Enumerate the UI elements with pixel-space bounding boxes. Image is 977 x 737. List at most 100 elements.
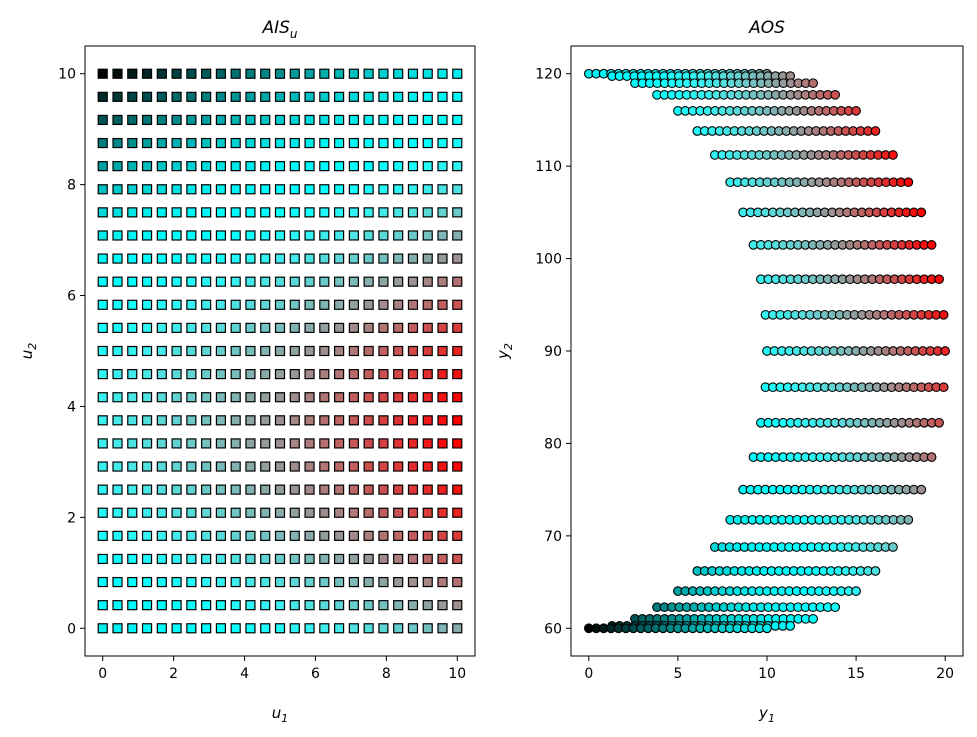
ais-point	[452, 600, 463, 611]
ais-point	[215, 345, 227, 357]
ais-point	[230, 345, 241, 357]
ais-point	[348, 161, 359, 172]
ais-point	[437, 415, 448, 426]
ais-point	[245, 530, 256, 541]
ais-point	[274, 484, 286, 495]
ais-point	[304, 553, 315, 565]
ais-point	[363, 392, 374, 403]
aos-title: AOS	[748, 18, 785, 38]
ais-point	[304, 600, 315, 611]
ais-point	[393, 207, 404, 218]
ais-point	[393, 576, 404, 588]
ais-point	[215, 230, 227, 241]
ais-point	[201, 322, 212, 333]
ais-point	[437, 68, 448, 79]
ais-point	[363, 623, 374, 634]
ais-point	[393, 91, 404, 102]
ais-point	[112, 484, 123, 495]
ais-point	[319, 137, 330, 149]
ais-point	[407, 299, 419, 310]
ais-point	[186, 230, 197, 241]
aos-point	[808, 613, 818, 624]
ais-point	[452, 68, 463, 79]
ais-point	[348, 299, 359, 310]
ais-point	[289, 91, 300, 102]
ais-point	[333, 438, 345, 449]
aos-panel: 0 5 10 15 20 60 70 80 90 100 110 120 AOS y1 y2	[494, 18, 964, 725]
ais-point	[186, 299, 197, 310]
ais-point	[437, 161, 448, 172]
ais-point	[201, 484, 212, 495]
ais-x-tick-label: 4	[240, 666, 249, 682]
ais-point	[245, 299, 256, 310]
ais-point	[245, 461, 256, 472]
ais-point	[201, 553, 212, 565]
ais-point	[407, 68, 419, 79]
ais-point	[333, 322, 345, 333]
ais-panel: 0 2 4 6 8 10 0 2 4 6 8 10 AISu u1 u2	[18, 18, 476, 725]
ais-point	[127, 299, 138, 310]
ais-point	[245, 137, 256, 149]
ais-point	[171, 415, 182, 426]
ais-point	[393, 299, 404, 310]
ais-point	[141, 161, 153, 172]
ais-point	[319, 438, 330, 449]
ais-point	[319, 461, 330, 472]
ais-point	[127, 507, 138, 518]
ais-point	[304, 484, 315, 495]
ais-point	[141, 184, 153, 195]
ais-point	[319, 576, 330, 588]
ais-point	[201, 299, 212, 310]
ais-point	[422, 68, 433, 79]
ais-y-tick-label: 2	[67, 510, 76, 526]
ais-point	[215, 461, 227, 472]
ais-point	[141, 530, 153, 541]
ais-point	[378, 299, 389, 310]
aos-x-tick-label: 20	[936, 666, 954, 682]
ais-point	[260, 507, 271, 518]
ais-point	[378, 184, 389, 195]
ais-point	[407, 415, 419, 426]
ais-point	[304, 276, 315, 287]
ais-point	[97, 369, 108, 380]
ais-point	[97, 415, 108, 426]
ais-point	[393, 553, 404, 565]
ais-point	[112, 600, 123, 611]
ais-point	[171, 276, 182, 287]
aos-point	[870, 126, 881, 136]
aos-point	[870, 566, 881, 576]
ais-point	[171, 137, 182, 149]
ais-point	[407, 507, 419, 518]
ais-point	[437, 253, 448, 264]
ais-point	[393, 415, 404, 426]
ais-point	[393, 369, 404, 380]
ais-point	[230, 369, 241, 380]
ais-point	[393, 184, 404, 195]
ais-point	[141, 114, 153, 126]
ais-point	[319, 415, 330, 426]
ais-point	[363, 438, 374, 449]
ais-point	[201, 161, 212, 172]
ais-y-tick-label: 0	[67, 621, 76, 637]
ais-point	[348, 91, 359, 102]
ais-point	[112, 114, 123, 126]
ais-point	[348, 114, 359, 126]
ais-point	[156, 276, 167, 287]
ais-point	[156, 184, 167, 195]
ais-point	[378, 507, 389, 518]
ais-point	[215, 623, 227, 634]
aos-point	[785, 621, 796, 631]
ais-point	[393, 345, 404, 357]
aos-y-tick-label: 100	[535, 252, 562, 268]
ais-point	[201, 91, 212, 102]
ais-point	[437, 623, 448, 634]
ais-point	[127, 137, 138, 149]
ais-point	[230, 114, 241, 126]
ais-point	[97, 392, 108, 403]
ais-point	[141, 137, 153, 149]
ais-point	[333, 623, 345, 634]
ais-point	[186, 114, 197, 126]
ais-point	[363, 530, 374, 541]
ais-point	[112, 576, 123, 588]
ais-point	[171, 438, 182, 449]
